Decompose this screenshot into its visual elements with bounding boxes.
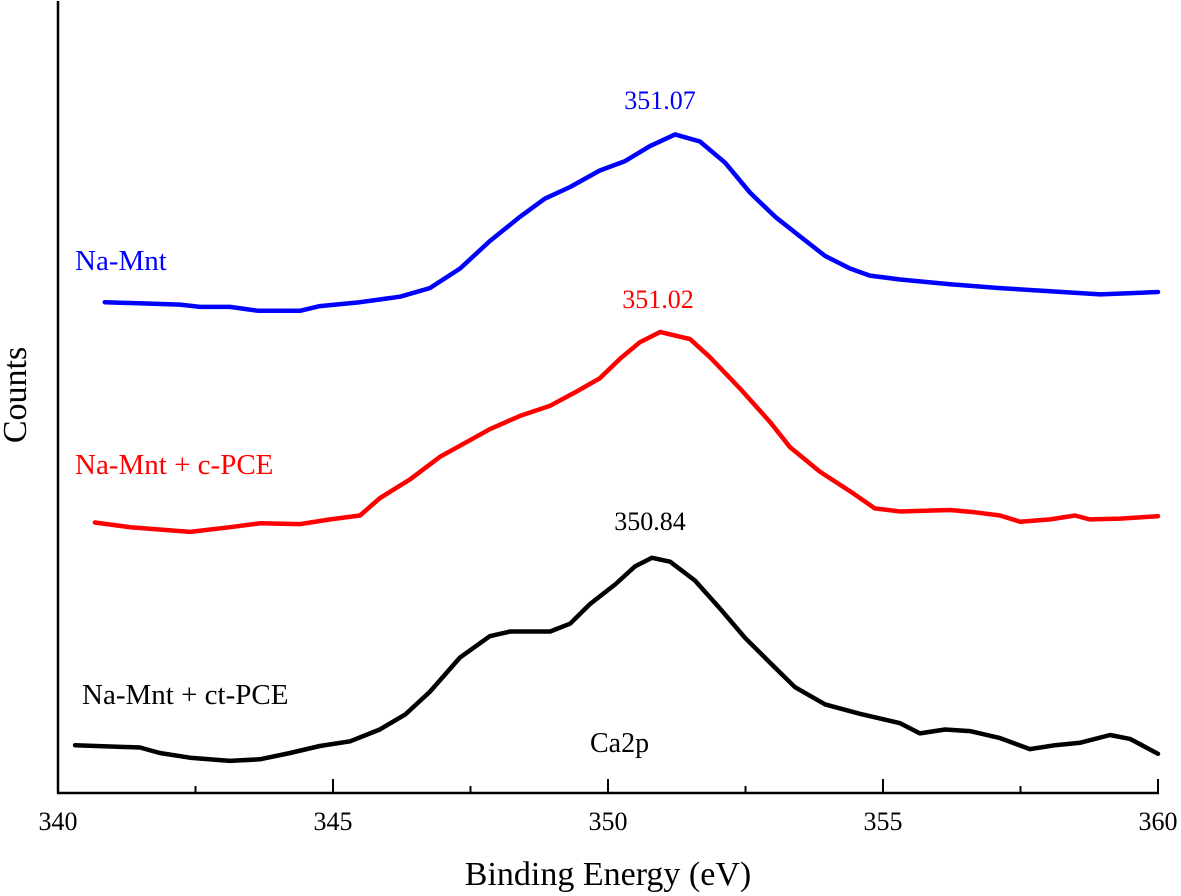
peak-label-na-mnt-c-pce: 351.02	[622, 285, 694, 314]
x-tick-label: 350	[589, 807, 628, 836]
series-group	[72, 132, 1161, 764]
x-tick-label: 355	[864, 807, 903, 836]
axes: 340 345 350 355 360	[39, 1, 1178, 836]
series-label-na-mnt: Na-Mnt	[75, 245, 167, 277]
series-label-na-mnt-ct-pce: Na-Mnt + ct-PCE	[82, 679, 288, 711]
x-tick-label: 345	[314, 807, 353, 836]
series-label-na-mnt-c-pce: Na-Mnt + c-PCE	[75, 449, 273, 481]
annotation-ca2p: Ca2p	[590, 728, 649, 759]
series-line-na-mnt-c-pce	[92, 329, 1161, 535]
peak-label-na-mnt-ct-pce: 350.84	[614, 507, 686, 536]
series-line-na-mnt	[102, 132, 1161, 314]
y-axis-label: Counts	[0, 347, 34, 443]
x-tick-label: 360	[1139, 807, 1178, 836]
series-line-na-mnt-ct-pce	[72, 555, 1161, 764]
x-tick-label: 340	[39, 807, 78, 836]
x-axis-label: Binding Energy (eV)	[465, 856, 751, 893]
peak-label-na-mnt: 351.07	[624, 86, 696, 115]
